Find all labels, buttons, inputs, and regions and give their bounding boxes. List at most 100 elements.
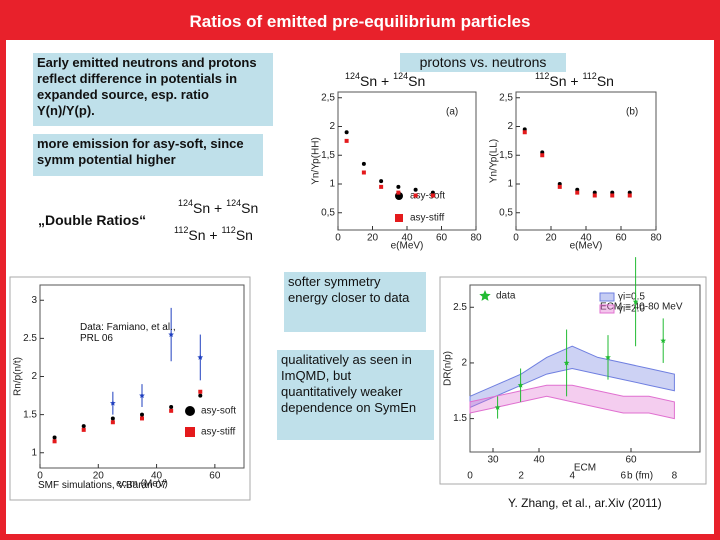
y-tick-label: 0,5 <box>499 207 513 218</box>
point <box>627 193 632 198</box>
note: ECM = 40-80 MeV <box>600 302 683 313</box>
point <box>168 331 174 337</box>
emission-note: more emission for asy-soft, since symm p… <box>33 134 263 176</box>
y-tick-label: 2 <box>31 371 37 382</box>
x-tick-label: 60 <box>615 233 627 244</box>
point <box>140 412 144 417</box>
element: Sn <box>597 73 614 89</box>
x-tick-label: 40 <box>580 233 592 244</box>
y-tick-label: 2 <box>507 121 513 132</box>
smf-source: SMF simulations, V.Baran 07 <box>38 480 167 491</box>
point <box>540 153 545 158</box>
element: Sn <box>236 227 253 243</box>
plot-area <box>515 91 657 231</box>
data-source: Data: Famiano, et al., PRL 06 <box>80 322 176 344</box>
double-ratios-label: „Double Ratios“ <box>38 212 147 228</box>
legend-label: data <box>496 291 516 302</box>
point <box>361 170 366 175</box>
point <box>660 337 667 344</box>
y-tick-label: 1,5 <box>321 150 335 161</box>
mass-number: 112 <box>535 71 549 81</box>
softer-note: softer symmetry energy closer to data <box>284 272 426 332</box>
slide-title: Ratios of emitted pre-equilibrium partic… <box>189 12 531 31</box>
element: Sn <box>408 73 425 89</box>
y-tick-label: 1 <box>507 179 513 190</box>
x-tick-label: 40 <box>533 455 545 466</box>
y-tick-label: 2 <box>461 358 467 369</box>
legend-label: asy-soft <box>201 406 236 417</box>
x-tick-label: 40 <box>151 471 163 482</box>
point <box>169 408 174 413</box>
x-tick-label: 80 <box>470 233 482 244</box>
mass-number: 112 <box>221 225 235 235</box>
element: Sn + <box>360 73 393 89</box>
x-tick-label: 0 <box>513 233 519 244</box>
y-axis-label: Rn/p(n/t) <box>13 357 24 396</box>
reaction-label: 124Sn + 124Sn <box>178 198 258 215</box>
point <box>52 435 57 440</box>
y-tick-label: 1 <box>31 447 37 458</box>
element: Sn + <box>549 73 582 89</box>
x-tick-label: 20 <box>545 233 557 244</box>
y-axis-label: DR(n/p) <box>443 351 454 386</box>
plot-frame <box>9 276 251 501</box>
x-axis-label: ec.m.(MeV) <box>116 479 168 490</box>
reaction-label: 112Sn + 112Sn <box>535 71 614 88</box>
legend-swatch <box>599 304 615 314</box>
y-axis-label: Yn/Yp(LL) <box>489 139 500 183</box>
plot-area <box>337 91 477 231</box>
x-tick-label: 0 <box>335 233 341 244</box>
y-axis-label: Yn/Yp(HH) <box>311 137 322 185</box>
x-tick-label: 20 <box>367 233 379 244</box>
y-tick-label: 0,5 <box>321 207 335 218</box>
x2-tick-label: 6 <box>621 471 627 482</box>
point <box>494 404 501 410</box>
x2-tick-label: 2 <box>518 471 524 482</box>
point <box>198 389 203 394</box>
x2-tick-label: 4 <box>569 471 575 482</box>
point <box>396 190 401 195</box>
plot-frame <box>439 276 707 485</box>
point <box>169 405 174 409</box>
point <box>110 400 116 406</box>
mass-number: 124 <box>393 71 408 81</box>
x-axis-label: e(MeV) <box>391 241 424 252</box>
y-tick-label: 1.5 <box>453 413 467 424</box>
x-tick-label: 60 <box>436 233 448 244</box>
y-tick-label: 2 <box>329 121 335 132</box>
qualitative-note: qualitatively as seen in ImQMD, but quan… <box>277 350 434 440</box>
comparison-note: protons vs. neutrons <box>400 53 566 72</box>
legend-label: γi=0.5 <box>618 292 645 303</box>
point <box>557 184 562 189</box>
mass-number: 124 <box>178 198 193 208</box>
x-tick-label: 40 <box>401 233 413 244</box>
point <box>81 427 86 432</box>
point <box>632 298 639 305</box>
point <box>575 190 580 195</box>
point <box>396 184 401 189</box>
plot-area <box>39 284 245 469</box>
reaction-label: 112Sn + 112Sn <box>174 225 253 242</box>
legend-swatch <box>479 290 491 301</box>
mass-number: 124 <box>345 71 360 81</box>
point <box>139 392 145 398</box>
point <box>605 354 611 360</box>
y-tick-label: 1,5 <box>499 150 513 161</box>
y-tick-label: 2,5 <box>321 92 335 103</box>
element: Sn + <box>193 200 226 216</box>
x-tick-label: 60 <box>209 471 221 482</box>
point <box>413 193 418 198</box>
point <box>563 359 570 366</box>
x2-tick-label: 0 <box>467 471 473 482</box>
zhang-source: Y. Zhang, et al., ar.Xiv (2011) <box>508 496 662 510</box>
panel-label: (b) <box>626 107 638 118</box>
element: Sn <box>241 200 258 216</box>
y-tick-label: 2.5 <box>453 302 467 313</box>
legend-swatch <box>395 214 403 222</box>
mass-number: 124 <box>226 198 241 208</box>
x2-tick-label: 8 <box>672 471 678 482</box>
point <box>110 420 115 425</box>
legend-swatch <box>185 406 195 416</box>
x-tick-label: 60 <box>625 455 637 466</box>
